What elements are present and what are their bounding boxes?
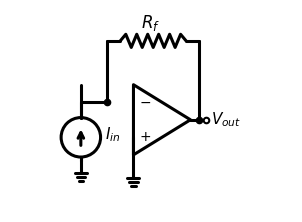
Text: $-$: $-$ — [139, 95, 151, 109]
Text: $I_{in}$: $I_{in}$ — [105, 126, 120, 145]
Text: $+$: $+$ — [139, 130, 151, 144]
Text: $R_f$: $R_f$ — [141, 13, 161, 33]
Text: $V_{out}$: $V_{out}$ — [211, 110, 242, 129]
